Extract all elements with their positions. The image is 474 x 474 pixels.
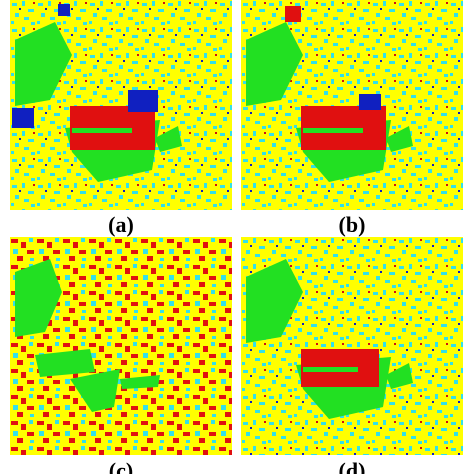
region-blue	[58, 4, 70, 16]
region-blue	[359, 94, 381, 110]
panel-label: (d)	[339, 458, 366, 474]
region-green	[303, 128, 363, 133]
panel-c	[10, 237, 232, 455]
region-green	[70, 369, 120, 412]
region-blue	[128, 90, 158, 112]
panel-label: (b)	[339, 212, 366, 237]
panel-d	[241, 237, 463, 455]
region-green	[120, 375, 160, 389]
region-green	[72, 128, 132, 133]
panel-a	[10, 0, 232, 210]
region-green	[15, 259, 62, 337]
panel-label: (a)	[108, 212, 134, 237]
panel-b	[241, 0, 463, 210]
region-green	[35, 349, 95, 377]
panel-label: (c)	[109, 458, 133, 474]
region-green	[303, 367, 358, 372]
region-red	[285, 6, 301, 22]
region-blue	[12, 108, 34, 128]
